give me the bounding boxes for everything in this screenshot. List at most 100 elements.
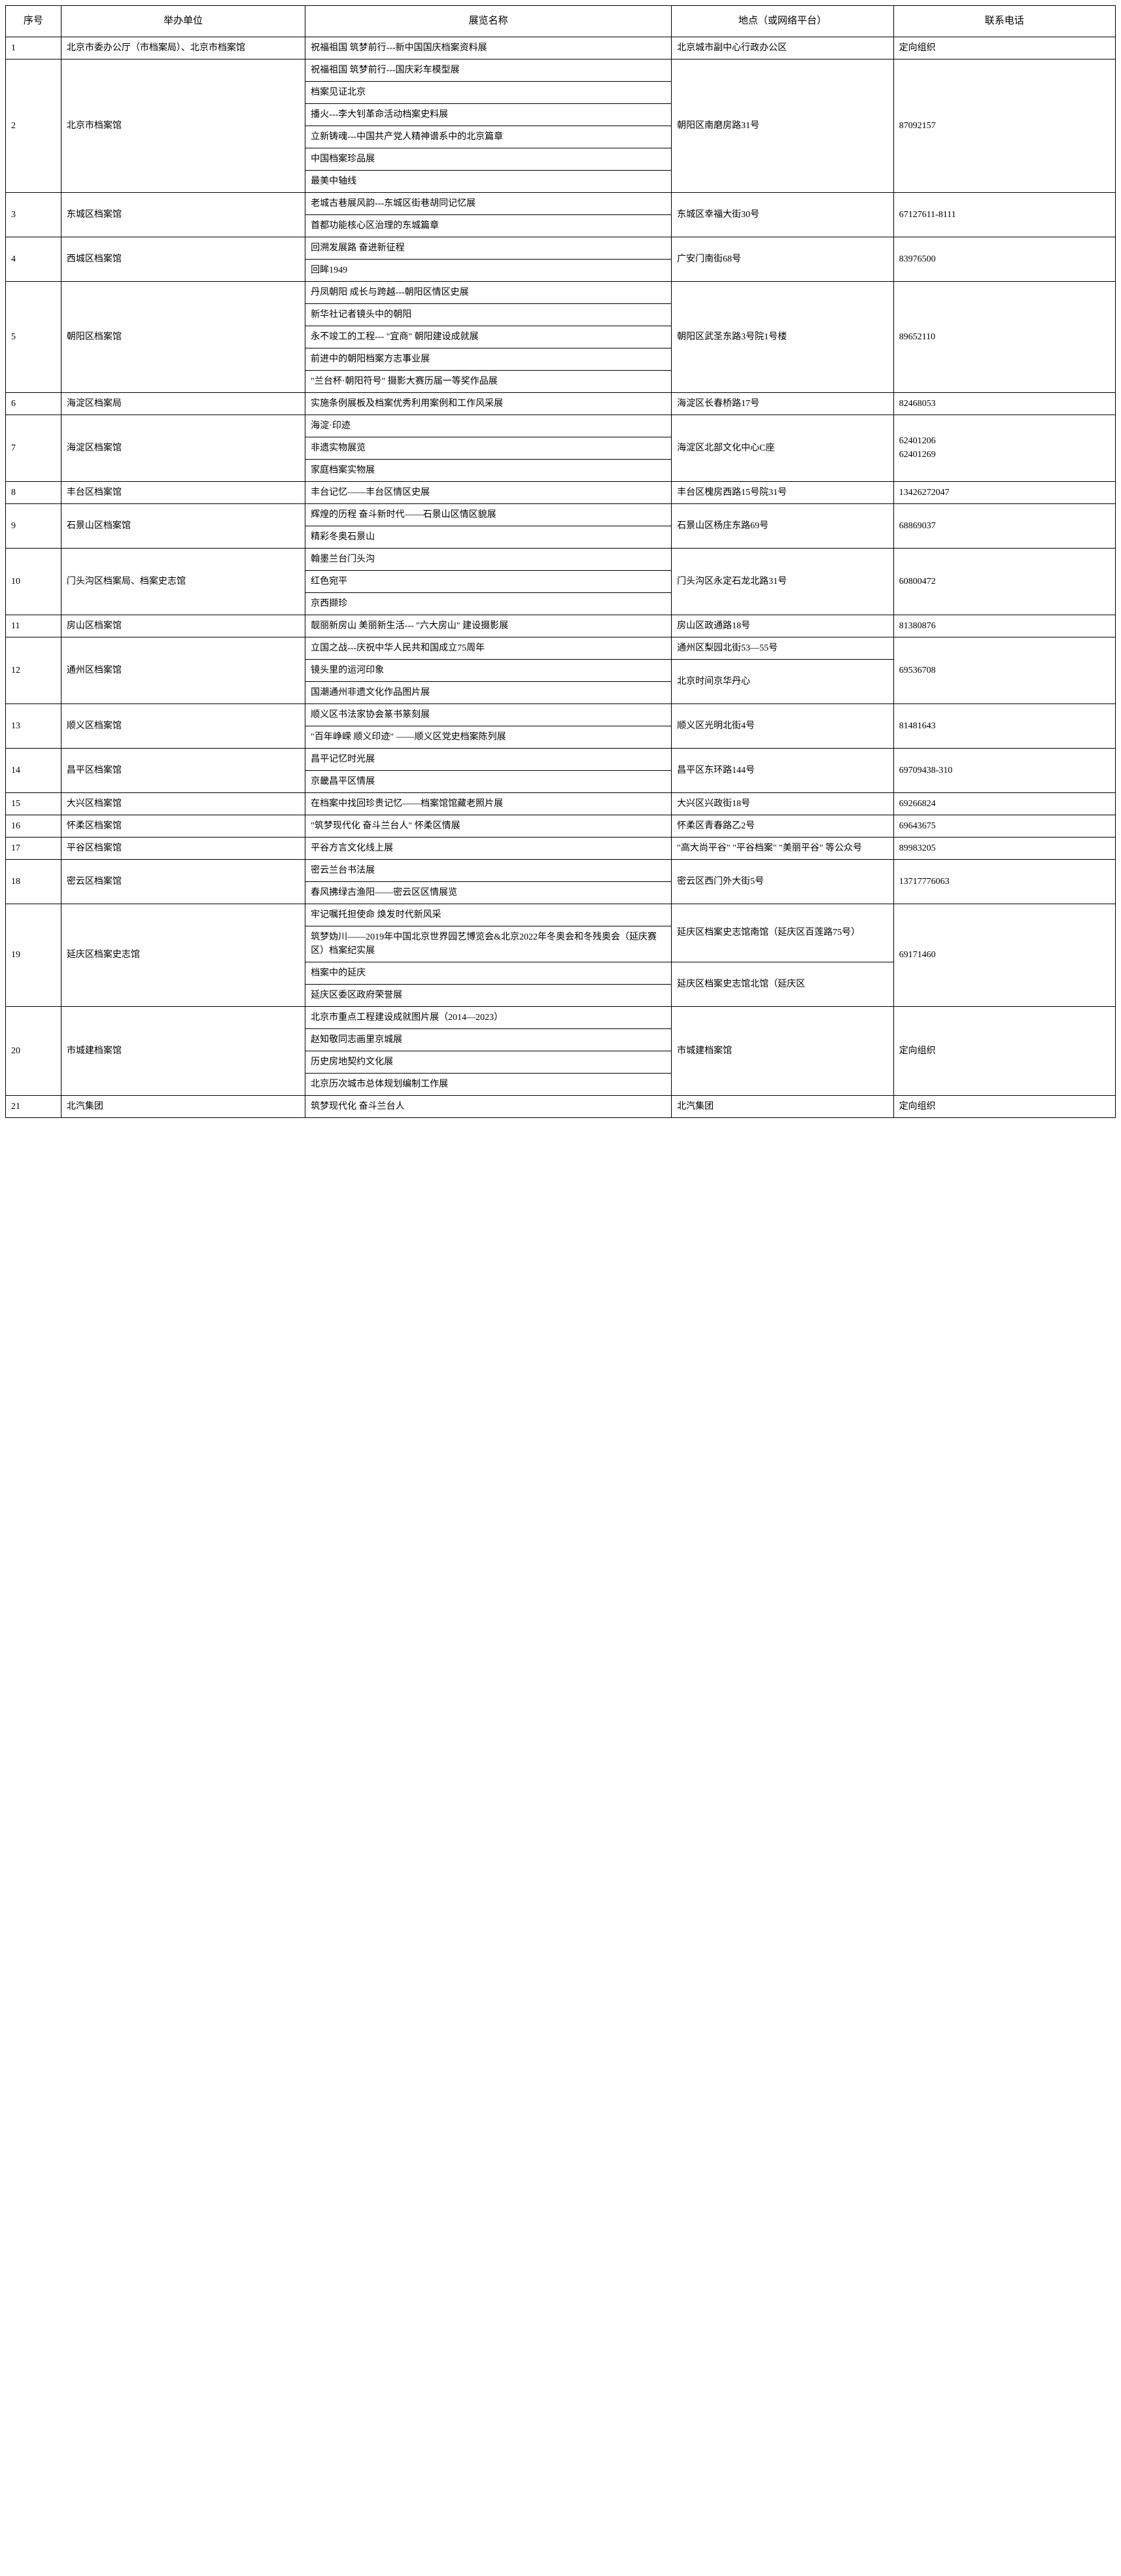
table-row: 12通州区档案馆立国之战---庆祝中华人民共和国成立75周年通州区梨园北街53—… xyxy=(6,637,1116,659)
cell-org: 门头沟区档案局、档案史志馆 xyxy=(61,548,305,615)
cell-seq: 18 xyxy=(6,859,61,904)
cell-name: 丹凤朝阳 成长与跨越---朝阳区情区史展 xyxy=(305,281,672,303)
cell-name: 历史房地契约文化展 xyxy=(305,1051,672,1073)
cell-name: 北京市重点工程建设成就图片展（2014—2023） xyxy=(305,1006,672,1028)
cell-name: 档案见证北京 xyxy=(305,81,672,103)
cell-tel: 81380876 xyxy=(893,615,1115,637)
cell-name: 精彩冬奥石景山 xyxy=(305,526,672,548)
table-row: 18密云区档案馆密云兰台书法展密云区西门外大街5号13717776063 xyxy=(6,859,1116,881)
cell-name: 海淀·印迹 xyxy=(305,415,672,437)
table-row: 7海淀区档案馆海淀·印迹海淀区北部文化中心C座62401206 62401269 xyxy=(6,415,1116,437)
cell-location: 北京城市副中心行政办公区 xyxy=(672,37,893,59)
cell-location: 朝阳区南磨房路31号 xyxy=(672,59,893,192)
cell-name: 延庆区委区政府荣誉展 xyxy=(305,984,672,1006)
cell-org: 通州区档案馆 xyxy=(61,637,305,703)
cell-org: 顺义区档案馆 xyxy=(61,703,305,748)
cell-name: 赵知敬同志画里京城展 xyxy=(305,1028,672,1051)
header-location: 地点（或网络平台） xyxy=(672,6,893,37)
cell-name: 回眸1949 xyxy=(305,259,672,281)
cell-name: 翰墨兰台门头沟 xyxy=(305,548,672,570)
table-row: 1北京市委办公厅（市档案局）、北京市档案馆祝福祖国 筑梦前行---新中国国庆档案… xyxy=(6,37,1116,59)
cell-name: 昌平记忆时光展 xyxy=(305,748,672,770)
cell-seq: 21 xyxy=(6,1095,61,1117)
cell-name: 立新铸魂---中国共产党人精神谱系中的北京篇章 xyxy=(305,126,672,148)
cell-name: "百年峥嵘 顺义印迹" ——顺义区党史档案陈列展 xyxy=(305,726,672,748)
cell-name: 京畿昌平区情展 xyxy=(305,770,672,792)
cell-name: 国潮通州非遗文化作品图片展 xyxy=(305,681,672,703)
table-row: 11房山区档案馆靓丽新房山 美丽新生活--- "六大房山" 建设摄影展房山区政通… xyxy=(6,615,1116,637)
cell-org: 东城区档案馆 xyxy=(61,192,305,237)
table-row: 8丰台区档案馆丰台记忆——丰台区情区史展丰台区槐房西路15号院31号134262… xyxy=(6,481,1116,503)
cell-name: 平谷方言文化线上展 xyxy=(305,837,672,859)
cell-tel: 69536708 xyxy=(893,637,1115,703)
cell-org: 延庆区档案史志馆 xyxy=(61,904,305,1006)
table-row: 17平谷区档案馆平谷方言文化线上展"高大尚平谷" "平谷档案" "美丽平谷" 等… xyxy=(6,837,1116,859)
table-row: 4西城区档案馆回溯发展路 奋进新征程广安门南街68号83976500 xyxy=(6,237,1116,259)
cell-org: 市城建档案馆 xyxy=(61,1006,305,1095)
cell-tel: 69171460 xyxy=(893,904,1115,1006)
cell-org: 丰台区档案馆 xyxy=(61,481,305,503)
cell-seq: 11 xyxy=(6,615,61,637)
cell-name: 回溯发展路 奋进新征程 xyxy=(305,237,672,259)
cell-tel: 13426272047 xyxy=(893,481,1115,503)
table-row: 5朝阳区档案馆丹凤朝阳 成长与跨越---朝阳区情区史展朝阳区武圣东路3号院1号楼… xyxy=(6,281,1116,303)
table-row: 15大兴区档案馆在档案中找回珍贵记忆——档案馆馆藏老照片展大兴区兴政街18号69… xyxy=(6,792,1116,815)
cell-name: 辉煌的历程 奋斗新时代——石景山区情区貌展 xyxy=(305,503,672,526)
table-row: 9石景山区档案馆辉煌的历程 奋斗新时代——石景山区情区貌展石景山区杨庄东路69号… xyxy=(6,503,1116,526)
cell-location: 石景山区杨庄东路69号 xyxy=(672,503,893,548)
cell-name: 顺义区书法家协会篆书篆刻展 xyxy=(305,703,672,726)
cell-location: 东城区幸福大街30号 xyxy=(672,192,893,237)
cell-name: 新华社记者镜头中的朝阳 xyxy=(305,303,672,326)
cell-location: "高大尚平谷" "平谷档案" "美丽平谷" 等公众号 xyxy=(672,837,893,859)
cell-org: 平谷区档案馆 xyxy=(61,837,305,859)
cell-seq: 3 xyxy=(6,192,61,237)
cell-seq: 10 xyxy=(6,548,61,615)
table-row: 2北京市档案馆祝福祖国 筑梦前行---国庆彩车模型展朝阳区南磨房路31号8709… xyxy=(6,59,1116,81)
cell-name: 永不竣工的工程--- "宜商" 朝阳建设成就展 xyxy=(305,326,672,348)
cell-location: 北京时间京华丹心 xyxy=(672,659,893,703)
cell-tel: 87092157 xyxy=(893,59,1115,192)
cell-name: 祝福祖国 筑梦前行---国庆彩车模型展 xyxy=(305,59,672,81)
cell-tel: 67127611-8111 xyxy=(893,192,1115,237)
cell-name: "兰台杯·朝阳符号" 摄影大赛历届一等奖作品展 xyxy=(305,370,672,392)
cell-name: 实施条例展板及档案优秀利用案例和工作风采展 xyxy=(305,392,672,415)
cell-seq: 17 xyxy=(6,837,61,859)
cell-seq: 4 xyxy=(6,237,61,281)
cell-org: 海淀区档案局 xyxy=(61,392,305,415)
header-name: 展览名称 xyxy=(305,6,672,37)
cell-tel: 13717776063 xyxy=(893,859,1115,904)
cell-org: 昌平区档案馆 xyxy=(61,748,305,792)
header-tel: 联系电话 xyxy=(893,6,1115,37)
header-row: 序号 举办单位 展览名称 地点（或网络平台） 联系电话 xyxy=(6,6,1116,37)
cell-seq: 15 xyxy=(6,792,61,815)
cell-org: 北京市委办公厅（市档案局）、北京市档案馆 xyxy=(61,37,305,59)
cell-tel: 60800472 xyxy=(893,548,1115,615)
cell-tel: 定向组织 xyxy=(893,37,1115,59)
cell-name: 播火---李大钊革命活动档案史料展 xyxy=(305,103,672,126)
exhibition-table: 序号 举办单位 展览名称 地点（或网络平台） 联系电话 1北京市委办公厅（市档案… xyxy=(5,5,1116,1118)
cell-name: 老城古巷展风韵---东城区街巷胡同记忆展 xyxy=(305,192,672,214)
cell-name: 北京历次城市总体规划编制工作展 xyxy=(305,1073,672,1095)
cell-name: 筑梦现代化 奋斗兰台人 xyxy=(305,1095,672,1117)
header-seq: 序号 xyxy=(6,6,61,37)
cell-org: 怀柔区档案馆 xyxy=(61,815,305,837)
cell-seq: 19 xyxy=(6,904,61,1006)
cell-org: 密云区档案馆 xyxy=(61,859,305,904)
cell-name: 牢记嘱托担使命 焕发时代新风采 xyxy=(305,904,672,926)
cell-tel: 69266824 xyxy=(893,792,1115,815)
cell-seq: 7 xyxy=(6,415,61,481)
cell-location: 门头沟区永定石龙北路31号 xyxy=(672,548,893,615)
cell-location: 顺义区光明北街4号 xyxy=(672,703,893,748)
cell-seq: 12 xyxy=(6,637,61,703)
table-row: 14昌平区档案馆昌平记忆时光展昌平区东环路144号69709438-310 xyxy=(6,748,1116,770)
cell-name: 密云兰台书法展 xyxy=(305,859,672,881)
cell-tel: 82468053 xyxy=(893,392,1115,415)
table-row: 13顺义区档案馆顺义区书法家协会篆书篆刻展顺义区光明北街4号81481643 xyxy=(6,703,1116,726)
cell-org: 大兴区档案馆 xyxy=(61,792,305,815)
cell-name: 在档案中找回珍贵记忆——档案馆馆藏老照片展 xyxy=(305,792,672,815)
cell-location: 大兴区兴政街18号 xyxy=(672,792,893,815)
cell-seq: 13 xyxy=(6,703,61,748)
cell-name: "筑梦现代化 奋斗兰台人" 怀柔区情展 xyxy=(305,815,672,837)
cell-location: 朝阳区武圣东路3号院1号楼 xyxy=(672,281,893,392)
cell-name: 京西撷珍 xyxy=(305,592,672,615)
